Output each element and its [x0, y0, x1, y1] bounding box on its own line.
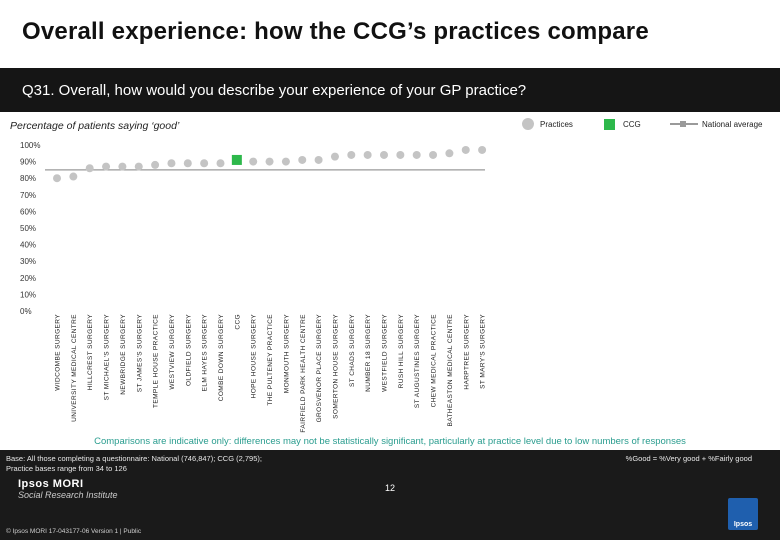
category-label: CHEW MEDICAL PRACTICE [431, 314, 438, 408]
ipsos-logo-text: Ipsos [733, 521, 753, 528]
y-tick-label: 50% [20, 224, 36, 233]
chart-legend: Practices CCG National average [520, 117, 780, 133]
practice-point [380, 150, 388, 159]
category-label: FAIRFIELD PARK HEALTH CENTRE [300, 314, 307, 433]
practice-point [118, 162, 127, 171]
practice-point [216, 159, 225, 168]
category-label: THE PULTENEY PRACTICE [267, 314, 274, 406]
category-label: ST JAMES'S SURGERY [136, 314, 143, 393]
category-label: GROSVENOR PLACE SURGERY [316, 314, 323, 423]
good-definition: %Good = %Very good + %Fairly good [625, 454, 752, 463]
legend-ccg: CCG [604, 117, 641, 131]
category-label: COMBE DOWN SURGERY [218, 314, 225, 402]
category-label: SOMERTON HOUSE SURGERY [332, 314, 339, 419]
practice-point [429, 150, 438, 159]
logo-name: Ipsos MORI [18, 478, 84, 490]
legend-practices-marker [522, 118, 534, 130]
practice-point [53, 174, 61, 183]
category-label: ST MARY'S SURGERY [480, 314, 487, 389]
practice-point [69, 172, 78, 181]
category-label: ST AUGUSTINES SURGERY [414, 314, 421, 408]
chart-title: Percentage of patients saying ‘good’ [10, 120, 180, 132]
footer: Base: All those completing a questionnai… [0, 450, 780, 540]
y-tick-label: 90% [20, 158, 36, 167]
category-label: WIDCOMBE SURGERY [55, 314, 62, 391]
practice-point [445, 149, 454, 158]
page-title: Overall experience: how the CCG’s practi… [22, 18, 649, 45]
legend-practices-label: Practices [540, 119, 573, 129]
legend-national-marker [670, 119, 698, 129]
category-label: HILLCREST SURGERY [87, 314, 94, 391]
practice-point [249, 157, 258, 166]
practice-point [363, 150, 372, 159]
practice-point [151, 160, 160, 169]
category-label: HARPTREE SURGERY [463, 314, 470, 390]
category-label: ST MICHAEL'S SURGERY [104, 314, 111, 401]
legend-practices: Practices [522, 117, 573, 131]
category-label: NEWBRIDGE SURGERY [120, 314, 127, 395]
legend-national: National average [670, 117, 762, 131]
category-label: WESTFIELD SURGERY [382, 314, 389, 392]
category-label: UNIVERSITY MEDICAL CENTRE [71, 314, 78, 422]
y-tick-label: 80% [20, 174, 36, 183]
practice-point [102, 162, 111, 171]
practice-point [412, 150, 421, 159]
category-label: WESTVIEW SURGERY [169, 314, 176, 390]
category-label: HOPE HOUSE SURGERY [251, 314, 258, 399]
y-tick-label: 100% [20, 141, 40, 150]
practice-point [85, 164, 94, 173]
ipsos-logo: Ipsos [728, 498, 758, 530]
question-bar: Q31. Overall, how would you describe you… [0, 68, 780, 112]
category-label: RUSH HILL SURGERY [398, 314, 405, 389]
practice-point [314, 155, 323, 164]
y-tick-label: 60% [20, 207, 36, 216]
comparison-note: Comparisons are indicative only: differe… [94, 436, 686, 447]
category-label: TEMPLE HOUSE PRACTICE [153, 314, 160, 408]
y-tick-label: 0% [20, 307, 32, 316]
category-label: OLDFIELD SURGERY [185, 314, 192, 386]
category-label: ELM HAYES SURGERY [202, 314, 209, 392]
category-label: BATHEASTON MEDICAL CENTRE [447, 314, 454, 427]
category-label: NUMBER 18 SURGERY [365, 314, 372, 392]
y-tick-label: 30% [20, 257, 36, 266]
legend-national-label: National average [702, 119, 763, 129]
title-bar: Overall experience: how the CCG’s practi… [0, 0, 780, 60]
y-tick-label: 20% [20, 274, 36, 283]
practice-point [134, 162, 143, 171]
category-label: MONMOUTH SURGERY [283, 314, 290, 393]
practice-point [281, 157, 290, 166]
y-tick-label: 40% [20, 241, 36, 250]
practice-point [347, 150, 356, 159]
practice-point [478, 145, 487, 154]
practice-point [396, 150, 405, 159]
practice-point [265, 157, 274, 166]
chart-area: 0% 10% 20% 30% 40% 50% 60% 70% 80% 90% 100% WIDCOMB… [20, 141, 487, 433]
category-label: CCG [234, 314, 241, 330]
practice-point [461, 145, 470, 154]
base-note: Base: All those completing a questionnai… [6, 454, 262, 473]
y-tick-label: 70% [20, 191, 36, 200]
page-number: 12 [385, 483, 396, 493]
practice-point [298, 155, 307, 164]
ccg-marker [231, 154, 242, 165]
y-tick-label: 10% [20, 290, 36, 299]
logo-subtitle: Social Research Institute [18, 490, 118, 500]
category-label: ST CHADS SURGERY [349, 314, 356, 387]
practice-point [167, 159, 176, 168]
question-text: Q31. Overall, how would you describe you… [22, 82, 527, 99]
legend-ccg-marker [604, 118, 615, 130]
copyright: © Ipsos MORI 17-043177-06 Version 1 | Pu… [6, 528, 142, 535]
practice-point [200, 159, 209, 168]
ipsos-mori-logo: Ipsos MORI Social Research Institute [18, 478, 118, 500]
practice-point [330, 152, 339, 161]
legend-ccg-label: CCG [623, 119, 641, 129]
practice-point [183, 159, 192, 168]
